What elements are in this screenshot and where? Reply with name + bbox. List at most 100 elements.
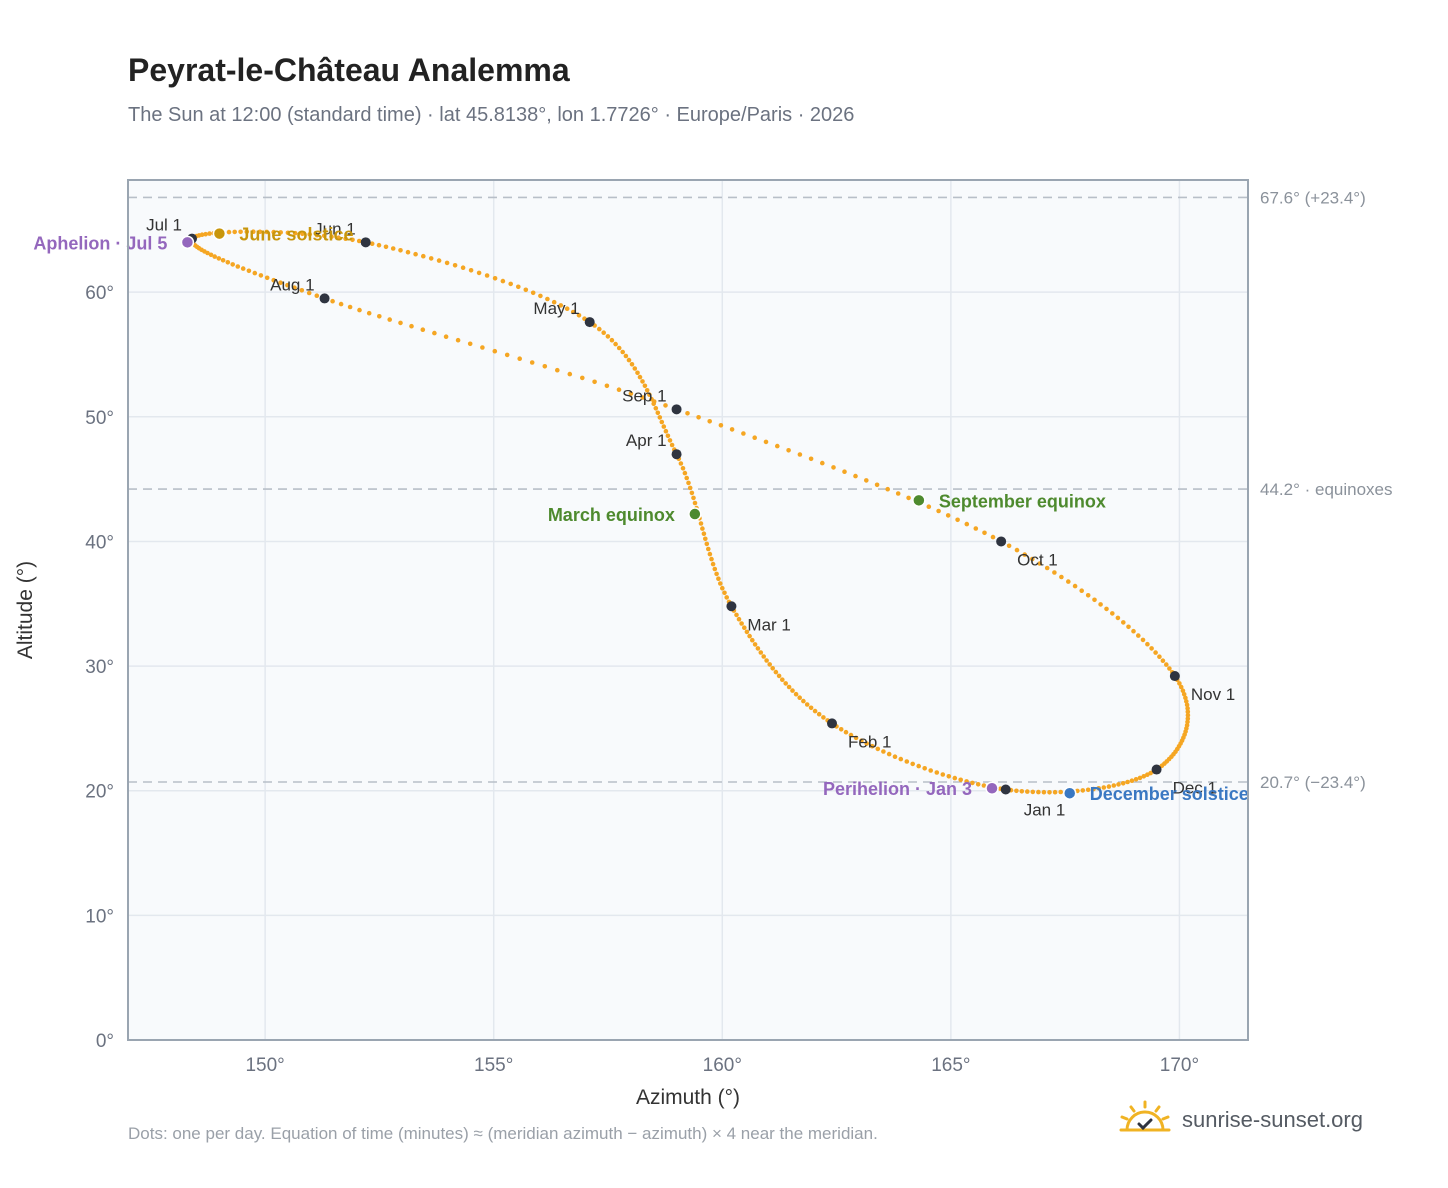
daily-sun-dot — [940, 772, 946, 777]
daily-sun-dot — [895, 491, 901, 496]
daily-sun-dot — [786, 684, 792, 690]
daily-sun-dot — [724, 595, 729, 600]
daily-sun-dot — [1092, 597, 1097, 603]
daily-sun-dot — [936, 508, 941, 514]
daily-sun-dot — [696, 415, 701, 420]
daily-sun-dot — [1181, 692, 1187, 697]
daily-sun-dot — [626, 357, 632, 363]
daily-sun-dot — [613, 341, 618, 347]
page-subtitle: The Sun at 12:00 (standard time) · lat 4… — [128, 104, 855, 126]
daily-sun-dot — [689, 490, 695, 496]
daily-sun-dot — [258, 273, 264, 278]
daily-sun-dot — [1085, 593, 1091, 598]
daily-sun-dot — [216, 256, 222, 261]
daily-sun-dot — [707, 419, 712, 424]
daily-sun-dot — [212, 254, 217, 259]
daily-sun-dot — [761, 654, 766, 659]
daily-sun-dot — [405, 249, 411, 255]
daily-sun-dot — [292, 230, 298, 236]
daily-sun-dot — [347, 304, 353, 310]
daily-sun-dot — [783, 681, 788, 686]
daily-sun-dot — [628, 391, 634, 396]
daily-sun-dot — [786, 448, 791, 453]
daily-sun-dot — [444, 260, 450, 266]
x-tick-label: 165° — [931, 1055, 970, 1076]
daily-sun-dot — [1019, 789, 1025, 794]
daily-sun-dot — [244, 229, 250, 234]
daily-sun-dot — [665, 433, 671, 439]
daily-sun-dot — [651, 399, 657, 404]
daily-sun-dot — [718, 423, 724, 428]
analemma-curve — [189, 229, 1191, 795]
daily-sun-dot — [1066, 579, 1071, 584]
daily-sun-dot — [329, 234, 334, 239]
daily-sun-dot — [663, 403, 668, 408]
daily-sun-dot — [443, 334, 449, 340]
daily-sun-dot — [601, 330, 606, 336]
daily-sun-dot — [706, 546, 711, 552]
daily-sun-dot — [722, 590, 727, 596]
daily-sun-dot — [698, 521, 704, 526]
daily-sun-dot — [875, 746, 881, 752]
brand-name: sunrise-sunset.org — [1182, 1107, 1363, 1132]
daily-sun-dot — [207, 231, 212, 236]
daily-sun-dot — [616, 345, 622, 351]
daily-sun-dot — [1104, 606, 1109, 612]
month-label: Jul 1 — [146, 216, 182, 235]
daily-sun-dot — [468, 268, 474, 273]
daily-sun-dot — [750, 637, 755, 643]
daily-sun-dot — [1059, 574, 1064, 580]
daily-sun-dot — [220, 258, 226, 263]
event-markers: June solstice Aphelion · Jul 5 March equin… — [33, 225, 1248, 805]
daily-sun-dot — [285, 230, 291, 236]
daily-sun-dot — [635, 370, 640, 376]
daily-sun-dot — [1185, 716, 1191, 721]
daily-sun-dot — [739, 621, 744, 626]
daily-sun-dot — [928, 768, 933, 773]
daily-sun-dot — [205, 250, 210, 256]
daily-sun-dot — [322, 233, 327, 239]
daily-sun-dot — [653, 406, 659, 411]
daily-sun-dot — [580, 375, 585, 381]
month-label: Aug 1 — [270, 275, 314, 294]
daily-sun-dot — [1164, 662, 1169, 667]
daily-sun-dot — [700, 526, 705, 531]
daily-sun-dot — [701, 531, 707, 536]
daily-sun-dot — [955, 517, 960, 523]
daily-sun-dot — [886, 751, 892, 757]
event-label: Perihelion · Jan 3 — [823, 779, 972, 799]
daily-sun-dot — [741, 431, 746, 436]
y-tick-label: 40° — [85, 532, 114, 553]
daily-sun-dot — [278, 280, 283, 286]
daily-sun-dot — [314, 232, 320, 238]
daily-sun-dot — [285, 282, 290, 288]
daily-sun-dot — [314, 293, 320, 299]
month-label: Dec 1 — [1173, 779, 1217, 798]
daily-sun-dot — [680, 466, 686, 471]
daily-sun-dot — [476, 270, 482, 276]
daily-sun-dot — [773, 669, 779, 675]
daily-sun-dot — [455, 337, 461, 343]
daily-sun-dot — [655, 410, 661, 416]
daily-sun-dot — [357, 307, 362, 313]
daily-sun-dot — [251, 229, 256, 234]
daily-sun-dot — [567, 371, 573, 377]
month-marker — [1000, 784, 1011, 795]
brand[interactable]: sunrise-sunset.org — [1118, 1100, 1363, 1140]
daily-sun-dot — [1153, 650, 1158, 655]
x-tick-label: 170° — [1160, 1055, 1199, 1076]
daily-sun-dot — [1185, 709, 1191, 715]
event-label: Aphelion · Jul 5 — [33, 233, 167, 253]
daily-sun-dot — [637, 374, 643, 380]
daily-sun-dot — [744, 629, 750, 635]
daily-sun-dot — [1167, 666, 1172, 671]
daily-sun-dot — [869, 743, 875, 749]
reference-line-label: 44.2° · equinoxes — [1260, 480, 1393, 499]
event-marker — [985, 781, 999, 795]
daily-sun-dot — [576, 313, 582, 318]
daily-sun-dot — [729, 427, 735, 432]
daily-sun-dot — [264, 275, 270, 281]
daily-sun-dot — [720, 585, 725, 591]
daily-sun-dot — [801, 698, 806, 704]
daily-sun-dot — [686, 480, 691, 486]
